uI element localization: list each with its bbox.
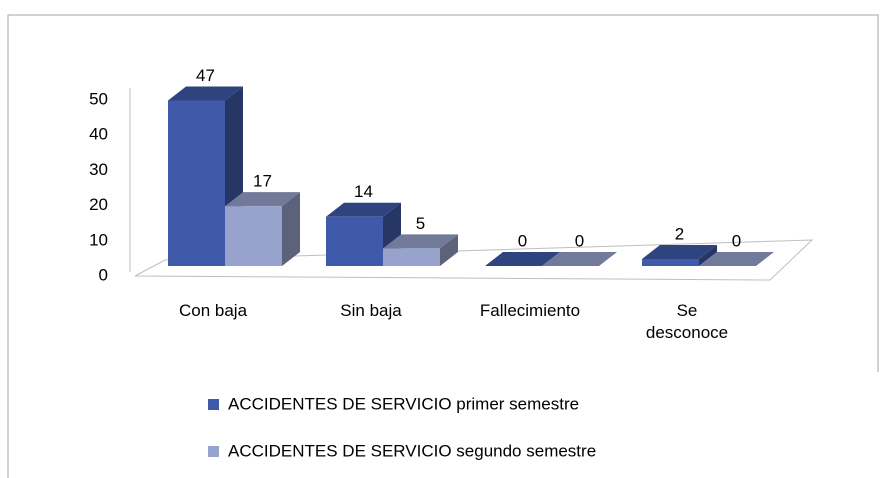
- bar-face: [225, 206, 282, 266]
- value-label: 5: [416, 214, 425, 233]
- y-tick-label: 40: [89, 125, 108, 144]
- value-label: 17: [253, 172, 272, 191]
- x-tick-label: Con baja: [178, 301, 248, 320]
- bar-face: [168, 100, 225, 266]
- bar-face: [642, 244, 717, 259]
- value-label: 0: [575, 231, 584, 250]
- bar-face: [326, 216, 383, 266]
- value-label: 47: [196, 66, 215, 85]
- bar: [485, 252, 560, 266]
- value-label: 0: [732, 231, 741, 250]
- bar-face: [383, 234, 458, 249]
- bar-face: [699, 244, 717, 266]
- bar-face: [282, 192, 300, 266]
- y-tick-label: 20: [89, 195, 108, 214]
- value-label: 2: [675, 224, 684, 243]
- legend-swatch: [208, 446, 219, 457]
- bar-face: [542, 252, 617, 266]
- bar-face: [225, 192, 300, 207]
- y-tick-label: 10: [89, 230, 108, 249]
- legend-swatch: [208, 399, 219, 410]
- x-tick-label: Se desconoce: [645, 301, 729, 342]
- bar: [225, 192, 300, 266]
- y-tick-label: 30: [89, 160, 108, 179]
- bar: [699, 252, 774, 266]
- bar-face: [326, 202, 401, 217]
- bar: [383, 234, 458, 266]
- bar-face: [699, 252, 774, 266]
- bar-face: [440, 234, 458, 266]
- value-label: 0: [518, 231, 527, 250]
- x-tick-label: Fallecimiento: [479, 301, 581, 320]
- frame: [7, 14, 879, 478]
- legend-label: ACCIDENTES DE SERVICIO segundo semestre: [228, 441, 596, 460]
- value-label: 14: [354, 182, 373, 201]
- bar-face: [383, 248, 440, 266]
- y-tick-label: 50: [89, 89, 108, 108]
- bar-face: [168, 86, 243, 101]
- legend-label: ACCIDENTES DE SERVICIO primer semestre: [228, 394, 579, 413]
- floor: [134, 239, 814, 281]
- bar: [542, 252, 617, 266]
- bar-face: [642, 258, 699, 266]
- y-tick-label: 0: [99, 265, 108, 284]
- bar-face: [485, 252, 560, 266]
- bar: [642, 244, 717, 266]
- x-tick-label: Sin baja: [340, 301, 402, 320]
